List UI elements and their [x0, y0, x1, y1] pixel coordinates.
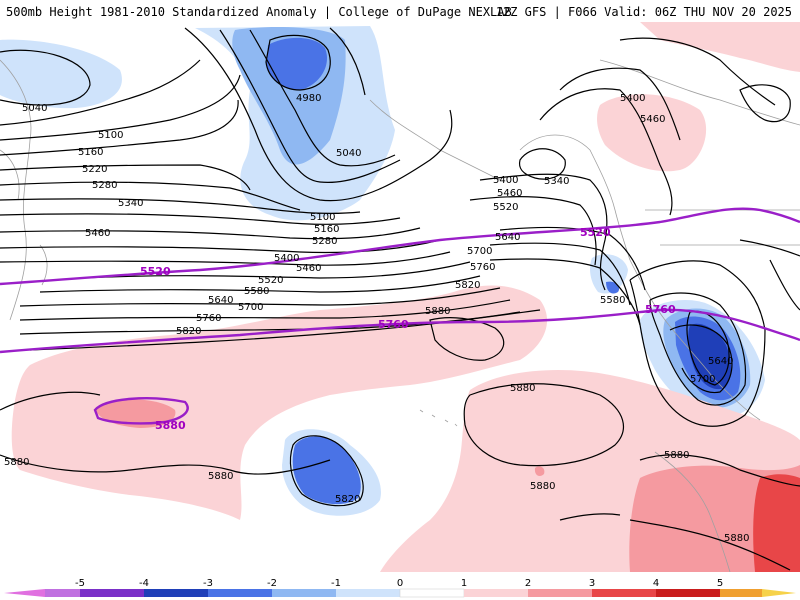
contour-labels: 5040 5100 5160 5220 5280 5340 5460 4980 … — [4, 93, 749, 544]
negative-anomaly-shading — [0, 26, 765, 516]
contour-label: 5580 — [244, 286, 269, 297]
colorbar-ticks: -5 -4 -3 -2 -1 0 1 2 3 4 5 — [75, 578, 723, 589]
contour-label: 5040 — [336, 148, 361, 159]
contour-label: 5640 — [708, 356, 733, 367]
colorbar-tick: 3 — [589, 578, 595, 589]
colorbar-tick: -3 — [203, 578, 213, 589]
colorbar-tick: 1 — [461, 578, 467, 589]
colorbar-tick: -4 — [139, 578, 149, 589]
contour-label: 5880 — [724, 533, 749, 544]
contour-label: 5880 — [530, 481, 555, 492]
map-title: 500mb Height 1981-2010 Standardized Anom… — [6, 5, 512, 19]
contour-label: 5280 — [92, 180, 117, 191]
contour-label: 5460 — [85, 228, 110, 239]
contour-label: 5340 — [544, 176, 569, 187]
contour-label: 5340 — [118, 198, 143, 209]
contour-label: 5160 — [78, 147, 103, 158]
contour-label: 4980 — [296, 93, 321, 104]
positive-anomaly-shading — [11, 22, 800, 572]
contour-label: 5400 — [493, 175, 518, 186]
contour-label: 5400 — [620, 93, 645, 104]
contour-label: 5400 — [274, 253, 299, 264]
contour-label: 5040 — [22, 103, 47, 114]
contour-label: 5880 — [664, 450, 689, 461]
contour-label: 5640 — [208, 295, 233, 306]
climatology-contours — [0, 207, 800, 425]
contour-label: 5100 — [310, 212, 335, 223]
climatology-label: 5520 — [140, 265, 171, 278]
contour-label: 5220 — [82, 164, 107, 175]
anomaly-map: 5040 5100 5160 5220 5280 5340 5460 4980 … — [0, 22, 800, 572]
climatology-label: 5520 — [580, 226, 611, 239]
contour-label: 5760 — [470, 262, 495, 273]
climatology-label: 5760 — [645, 303, 676, 316]
contour-label: 5820 — [335, 494, 360, 505]
climatology-label: 5760 — [378, 318, 409, 331]
contour-label: 5700 — [690, 374, 715, 385]
colorbar-gradient — [4, 588, 796, 598]
contour-label: 5280 — [312, 236, 337, 247]
colorbar-tick: 4 — [653, 578, 659, 589]
contour-label: 5820 — [455, 280, 480, 291]
header: 500mb Height 1981-2010 Standardized Anom… — [0, 0, 800, 22]
contour-label: 5160 — [314, 224, 339, 235]
contour-label: 5100 — [98, 130, 123, 141]
contour-label: 5880 — [425, 306, 450, 317]
colorbar-tick: 0 — [397, 578, 403, 589]
contour-label: 5700 — [467, 246, 492, 257]
colorbar-tick: -2 — [267, 578, 277, 589]
contour-label: 5520 — [258, 275, 283, 286]
contour-label: 5820 — [176, 326, 201, 337]
contour-label: 5460 — [640, 114, 665, 125]
colorbar-tick: 2 — [525, 578, 531, 589]
colorbar-tick: 5 — [717, 578, 723, 589]
contour-label: 5760 — [196, 313, 221, 324]
colorbar: -5 -4 -3 -2 -1 0 1 2 3 4 5 — [0, 572, 800, 600]
contour-label: 5640 — [495, 232, 520, 243]
contour-label: 5460 — [497, 188, 522, 199]
height-contours — [0, 27, 800, 571]
contour-label: 5520 — [493, 202, 518, 213]
climatology-label: 5880 — [155, 419, 186, 432]
contour-label: 5880 — [4, 457, 29, 468]
contour-label: 5880 — [510, 383, 535, 394]
contour-label: 5700 — [238, 302, 263, 313]
model-run-info: 12Z GFS | F066 Valid: 06Z THU NOV 20 202… — [495, 5, 792, 19]
colorbar-tick: -5 — [75, 578, 85, 589]
colorbar-tick: -1 — [331, 578, 341, 589]
contour-label: 5880 — [208, 471, 233, 482]
climatology-labels: 5520 5520 5760 5760 5760 5880 — [140, 226, 676, 432]
contour-label: 5580 — [600, 295, 625, 306]
contour-label: 5460 — [296, 263, 321, 274]
